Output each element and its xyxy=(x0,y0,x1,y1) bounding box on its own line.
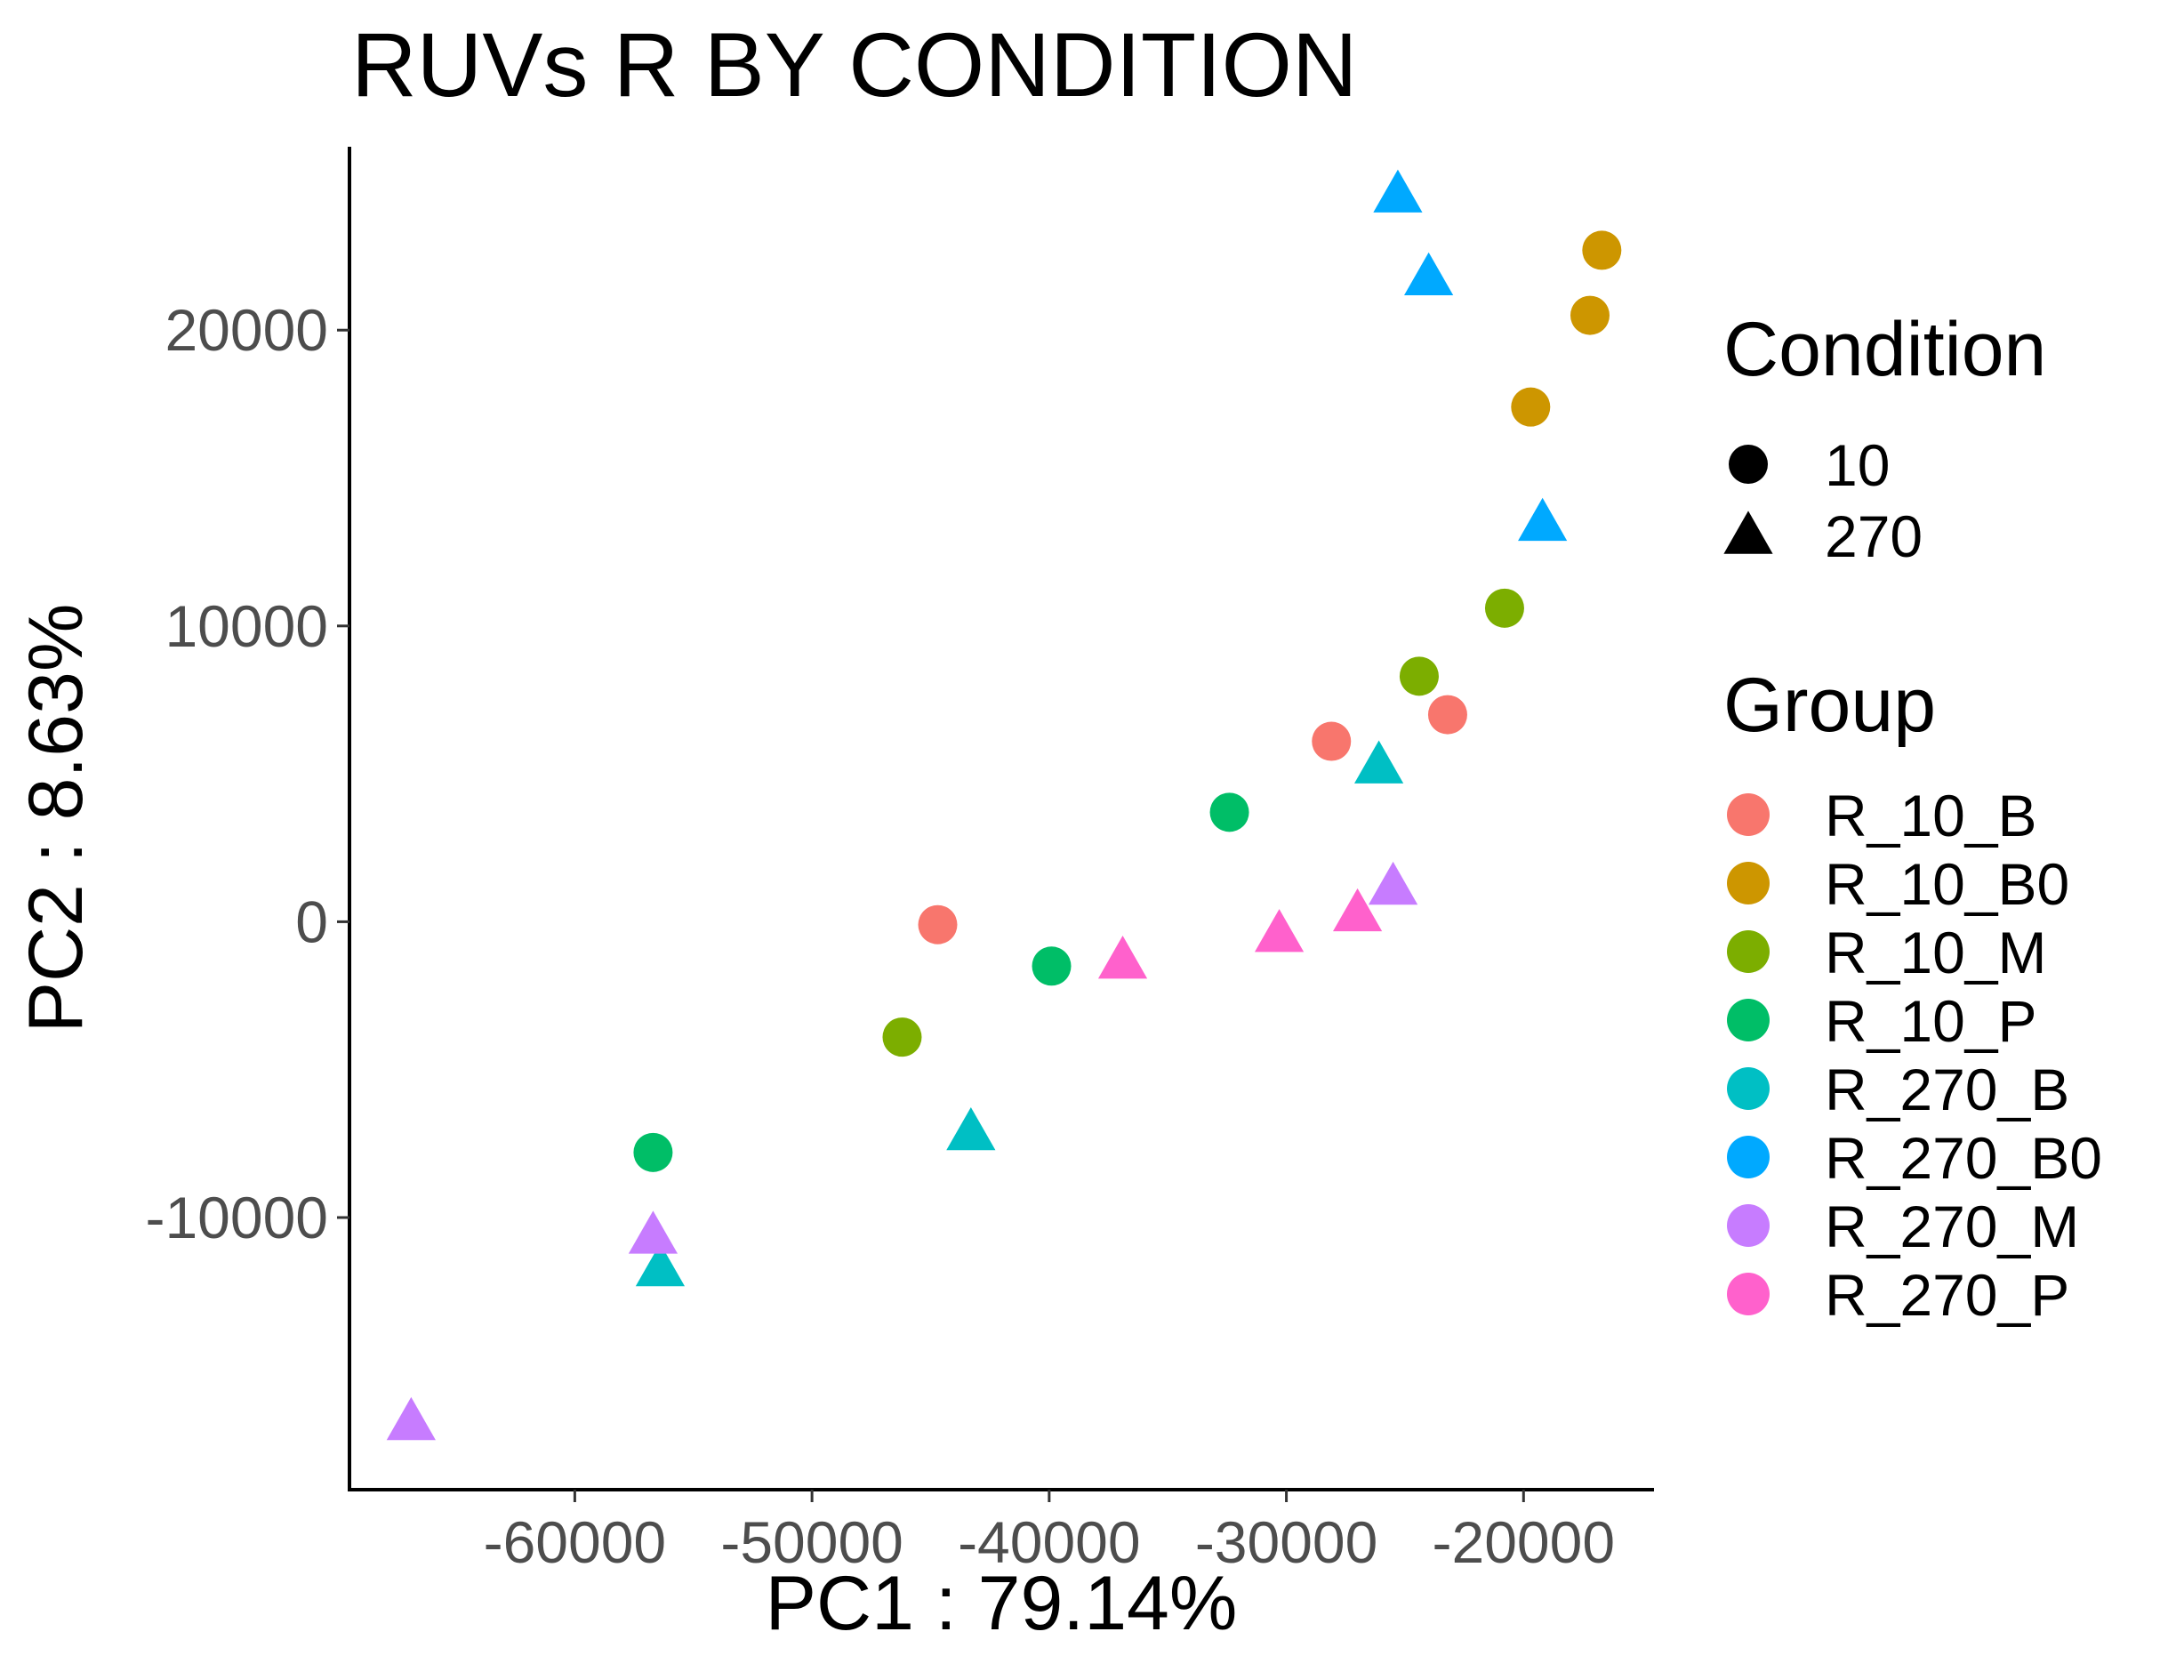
point-triangle xyxy=(946,1106,996,1151)
point-triangle xyxy=(1369,861,1418,905)
y-axis-ticks: -10000 0 10000 20000 xyxy=(145,297,349,1250)
point-circle xyxy=(1032,946,1072,986)
legend-key-color xyxy=(1727,793,1770,836)
y-tick-label: 20000 xyxy=(165,297,328,363)
legend-label: R_10_B0 xyxy=(1825,851,2069,917)
legend-key-circle xyxy=(1729,445,1768,484)
legend-label: R_270_P xyxy=(1825,1262,2069,1328)
point-triangle xyxy=(1404,252,1454,296)
x-tick-label: -30000 xyxy=(1195,1509,1378,1575)
point-triangle xyxy=(635,1242,686,1287)
point-circle xyxy=(1582,230,1622,270)
legend-key-color xyxy=(1727,1273,1770,1315)
legend-title-group: Group xyxy=(1723,663,1936,748)
y-tick-label: 0 xyxy=(295,888,328,954)
point-triangle xyxy=(1373,169,1423,213)
data-points xyxy=(386,169,1622,1441)
plot-area: -60000 -50000 -40000 -30000 -20000 -10000 0 10… xyxy=(145,147,1654,1575)
point-circle xyxy=(1209,792,1249,832)
legend-key-color xyxy=(1727,1067,1770,1110)
y-tick-label: -10000 xyxy=(145,1185,328,1250)
group-legend-items: R_10_BR_10_B0R_10_MR_10_PR_270_BR_270_B0… xyxy=(1727,783,2102,1328)
point-triangle xyxy=(1254,909,1305,953)
chart-title: RUVs R BY CONDITION xyxy=(351,14,1358,116)
x-tick-label: -40000 xyxy=(958,1509,1141,1575)
legend-label: R_10_B xyxy=(1825,783,2037,848)
point-circle xyxy=(1511,387,1551,427)
legend-label: 10 xyxy=(1825,432,1890,498)
y-axis-title: PC2 : 8.63% xyxy=(13,604,99,1033)
legend-key-color xyxy=(1727,862,1770,904)
point-circle xyxy=(1312,721,1352,761)
point-circle xyxy=(1570,295,1610,335)
legend-key-color xyxy=(1727,1136,1770,1178)
legend-label: 270 xyxy=(1825,503,1923,569)
x-tick-label: -50000 xyxy=(720,1509,903,1575)
legend-key-color xyxy=(1727,930,1770,973)
x-axis-ticks: -60000 -50000 -40000 -30000 -20000 xyxy=(484,1490,1615,1575)
point-triangle xyxy=(1518,497,1568,542)
legend-title-condition: Condition xyxy=(1723,307,2046,392)
legend-label: R_10_P xyxy=(1825,988,2037,1054)
y-tick-label: 10000 xyxy=(165,593,328,659)
legend-key-triangle xyxy=(1723,510,1773,554)
x-axis-title: PC1 : 79.14% xyxy=(766,1561,1238,1646)
x-tick-label: -60000 xyxy=(484,1509,667,1575)
point-circle xyxy=(1427,695,1467,735)
point-triangle xyxy=(1353,740,1404,784)
legend-key-color xyxy=(1727,999,1770,1041)
legend-label: R_270_B0 xyxy=(1825,1125,2102,1191)
x-tick-label: -20000 xyxy=(1433,1509,1616,1575)
point-circle xyxy=(882,1017,922,1057)
point-triangle xyxy=(386,1396,436,1441)
point-circle xyxy=(1484,588,1524,628)
legend-label: R_10_M xyxy=(1825,920,2046,985)
point-triangle xyxy=(1332,888,1383,932)
legend-label: R_270_M xyxy=(1825,1194,2079,1259)
point-circle xyxy=(918,904,958,944)
legend-key-color xyxy=(1727,1204,1770,1247)
point-circle xyxy=(1399,656,1439,696)
legend-label: R_270_B xyxy=(1825,1057,2069,1122)
point-triangle xyxy=(1097,936,1148,979)
point-circle xyxy=(633,1132,673,1172)
point-triangle xyxy=(628,1210,678,1254)
